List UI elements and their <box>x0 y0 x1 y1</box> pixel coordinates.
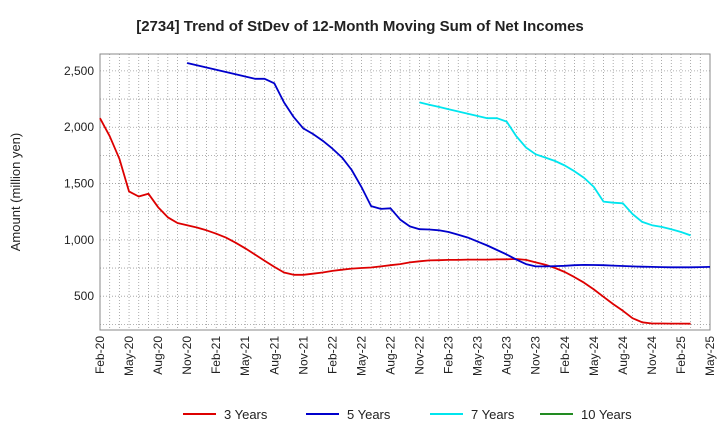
x-tick-label: Aug-21 <box>267 336 281 375</box>
y-axis-label: Amount (million yen) <box>8 133 23 252</box>
x-tick-label: May-20 <box>122 336 136 376</box>
legend: 3 Years 5 Years 7 Years 10 Years <box>183 407 632 422</box>
y-tick-label: 2,000 <box>64 120 94 134</box>
x-tick-label: Aug-24 <box>616 336 630 375</box>
x-tick-label: May-23 <box>471 336 485 376</box>
y-tick-label: 1,000 <box>64 233 94 247</box>
x-tick-label: May-21 <box>238 336 252 376</box>
x-tick-label: Feb-20 <box>93 336 107 374</box>
x-tick-label: Aug-22 <box>383 336 397 375</box>
x-tick-label: Feb-23 <box>442 336 456 374</box>
series-layer <box>99 62 711 325</box>
series-line <box>99 117 691 325</box>
legend-entry: 5 Years <box>347 407 391 422</box>
x-tick-label: Feb-22 <box>325 336 339 374</box>
y-axis: 500 1,000 1,500 2,000 2,500 <box>64 64 94 303</box>
x-tick-label: May-25 <box>703 336 717 376</box>
legend-entry: 10 Years <box>581 407 632 422</box>
x-tick-label: Aug-20 <box>151 336 165 375</box>
x-tick-label: Aug-23 <box>500 336 514 375</box>
x-tick-label: Feb-21 <box>209 336 223 374</box>
chart-title: [2734] Trend of StDev of 12-Month Moving… <box>136 18 584 35</box>
x-tick-label: Nov-23 <box>529 336 543 375</box>
legend-entry: 7 Years <box>471 407 515 422</box>
x-tick-label: Nov-20 <box>180 336 194 375</box>
plot-frame <box>99 53 711 331</box>
grid <box>99 54 711 330</box>
x-tick-label: Nov-21 <box>296 336 310 375</box>
y-tick-label: 1,500 <box>64 177 94 191</box>
x-tick-label: Nov-22 <box>413 336 427 375</box>
x-tick-label: May-24 <box>587 336 601 376</box>
series-line <box>186 62 711 269</box>
legend-entry: 3 Years <box>224 407 268 422</box>
y-tick-label: 2,500 <box>64 64 94 78</box>
y-tick-label: 500 <box>74 289 94 303</box>
x-axis: Feb-20 May-20 Aug-20 Nov-20 Feb-21 May-21 Aug-… <box>93 336 717 376</box>
x-tick-label: Feb-24 <box>558 336 572 374</box>
x-tick-label: Nov-24 <box>645 336 659 375</box>
x-tick-label: May-22 <box>354 336 368 376</box>
series-line <box>419 101 691 237</box>
x-tick-label: Feb-25 <box>674 336 688 374</box>
